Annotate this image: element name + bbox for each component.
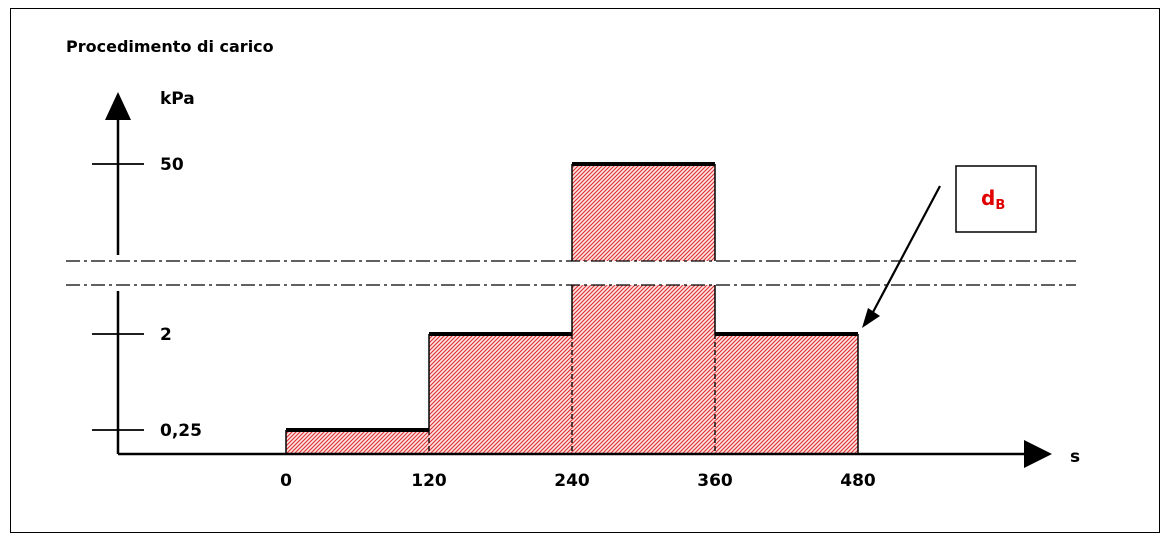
x-tick-label: 480 bbox=[840, 471, 876, 491]
annotation-arrow-line bbox=[871, 185, 941, 315]
annotation: dB bbox=[862, 165, 1037, 328]
ticks: 0,25 2 50 0 120 240 360 480 bbox=[92, 155, 876, 491]
axis-break-band bbox=[60, 261, 1080, 285]
x-tick-label: 360 bbox=[697, 471, 733, 491]
chart-title: Procedimento di carico bbox=[66, 37, 274, 56]
y-tick-label: 0,25 bbox=[160, 421, 202, 441]
annotation-label: dB bbox=[981, 186, 1005, 213]
x-axis-label: s bbox=[1070, 447, 1080, 467]
load-step-bar bbox=[572, 164, 715, 454]
y-tick-label: 50 bbox=[160, 155, 184, 175]
y-tick-label: 2 bbox=[160, 325, 172, 345]
load-step-bar bbox=[715, 334, 858, 454]
load-step-bar bbox=[429, 334, 572, 454]
step-bars bbox=[285, 162, 859, 454]
y-axis-arrow bbox=[105, 92, 131, 120]
x-tick-label: 0 bbox=[280, 471, 292, 491]
x-axis-arrow bbox=[1024, 440, 1052, 468]
annotation-arrow-head bbox=[862, 308, 880, 328]
annotation-box bbox=[955, 165, 1037, 233]
load-step-bar bbox=[286, 430, 429, 454]
axes bbox=[60, 92, 1080, 468]
x-tick-label: 240 bbox=[554, 471, 590, 491]
annotation-subscript: B bbox=[995, 198, 1005, 213]
y-axis-label: kPa bbox=[160, 89, 195, 109]
x-tick-label: 120 bbox=[411, 471, 447, 491]
